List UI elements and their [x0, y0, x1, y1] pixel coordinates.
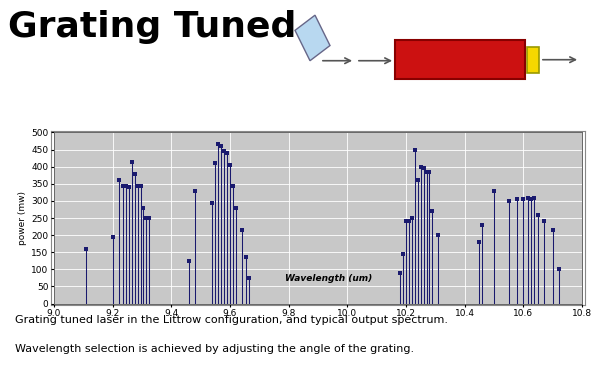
Text: Wavelength selection is achieved by adjusting the angle of the grating.: Wavelength selection is achieved by adju… [15, 344, 414, 354]
Text: Grating Tuned: Grating Tuned [8, 10, 296, 44]
Text: Wavelength (um): Wavelength (um) [285, 274, 372, 283]
Bar [527, 46, 539, 73]
Text: Grating tuned laser in the Littrow configuration, and typical output spectrum.: Grating tuned laser in the Littrow confi… [15, 315, 448, 325]
Bar [395, 40, 525, 79]
Y-axis label: power (mw): power (mw) [18, 191, 27, 245]
Polygon shape [295, 15, 330, 61]
